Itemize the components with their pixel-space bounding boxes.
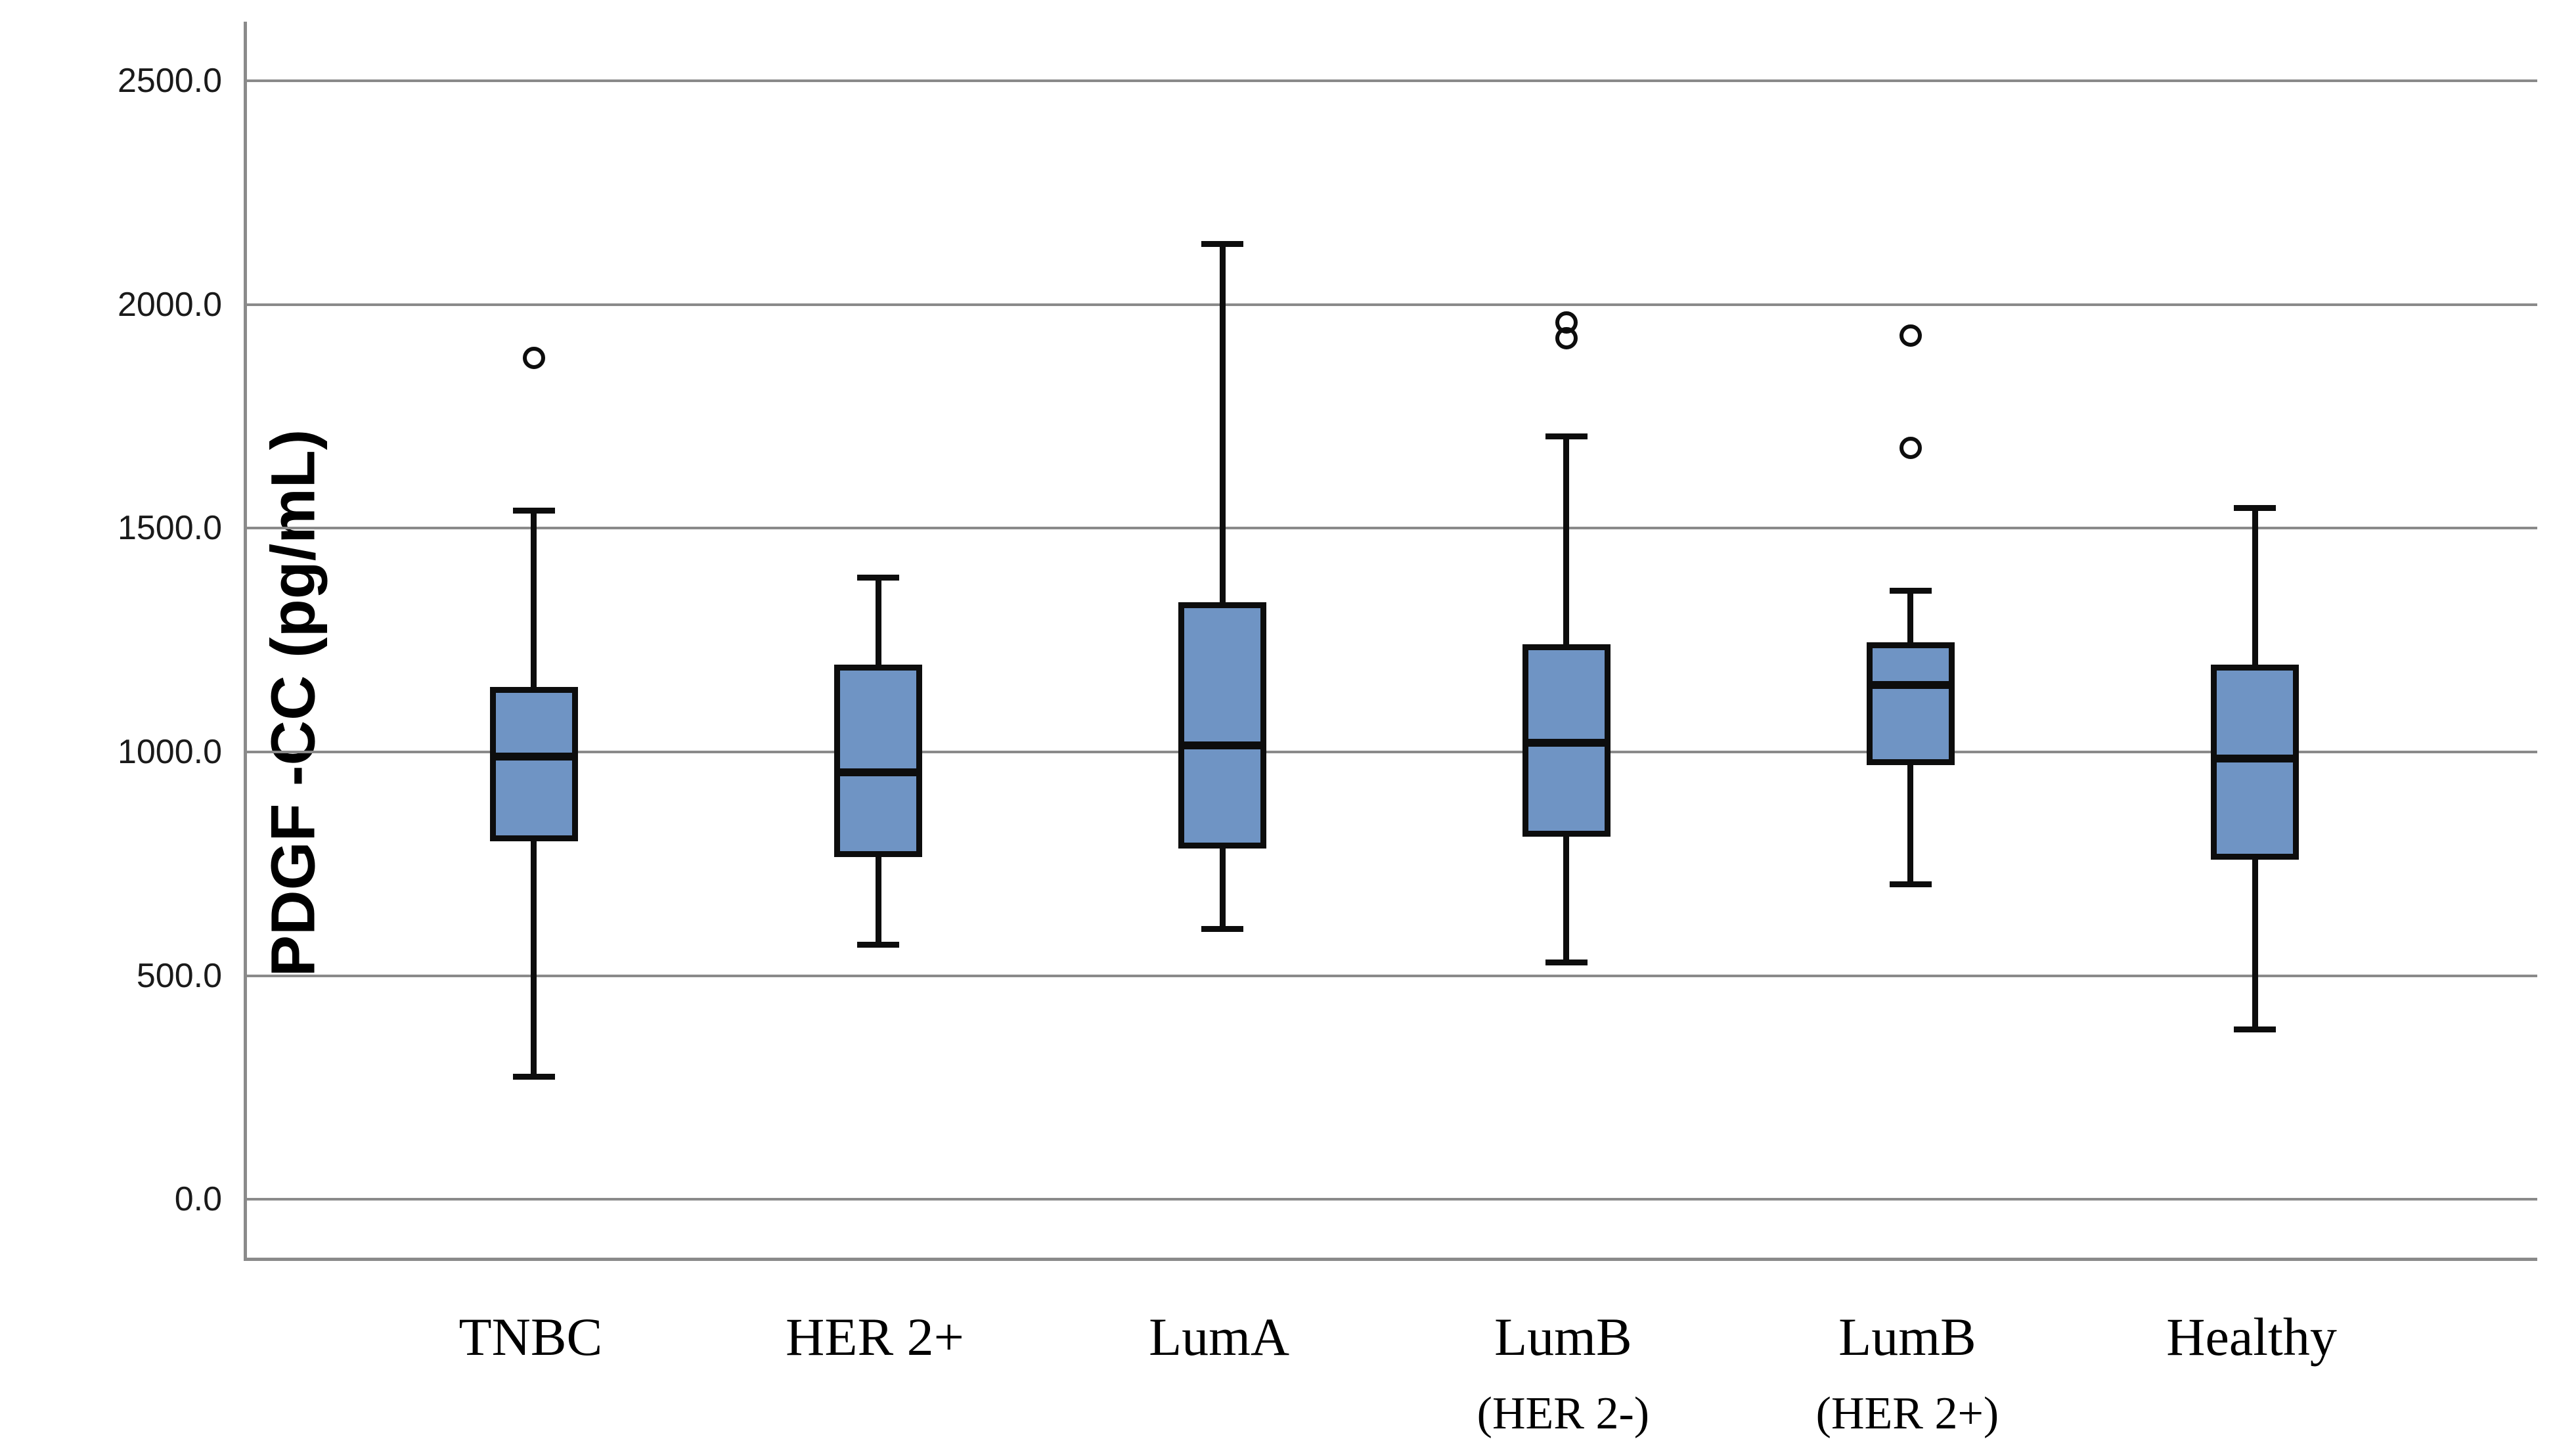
- upper-whisker: [1907, 590, 1914, 643]
- iqr-box: [834, 665, 923, 858]
- upper-whisker-cap: [857, 574, 900, 581]
- category-label-6: Healthy: [2166, 1307, 2337, 1367]
- y-tick-label: 500.0: [136, 956, 222, 995]
- category-label-5: LumB: [1838, 1307, 1976, 1367]
- gridline-1500: [247, 527, 2537, 530]
- median-line: [489, 752, 578, 761]
- lower-whisker-cap: [1201, 925, 1244, 932]
- lower-whisker: [2252, 859, 2258, 1030]
- iqr-box: [489, 687, 578, 842]
- outlier-point: [1899, 436, 1922, 459]
- median-line: [834, 768, 923, 776]
- lower-whisker: [1219, 848, 1226, 929]
- lower-whisker-cap: [1545, 959, 1588, 965]
- lower-whisker: [875, 857, 881, 944]
- median-line: [1866, 680, 1955, 689]
- y-tick-label: 2500.0: [117, 61, 222, 100]
- iqr-box: [1866, 642, 1955, 766]
- upper-whisker-cap: [1889, 588, 1932, 594]
- lower-whisker: [1907, 765, 1914, 885]
- category-label-2: HER 2+: [786, 1307, 964, 1367]
- lower-whisker: [531, 841, 537, 1077]
- upper-whisker: [875, 577, 881, 665]
- lower-whisker-cap: [1889, 881, 1932, 887]
- upper-whisker: [1563, 436, 1570, 645]
- gridline-0: [247, 1198, 2537, 1201]
- gridline-1000: [247, 751, 2537, 754]
- lower-whisker-cap: [2234, 1026, 2277, 1032]
- upper-whisker-cap: [1201, 241, 1244, 248]
- category-label-4: LumB: [1494, 1307, 1632, 1367]
- gridline-500: [247, 974, 2537, 977]
- upper-whisker-cap: [2234, 505, 2277, 512]
- category-label-3: LumA: [1149, 1307, 1290, 1367]
- category-sublabel-5: (HER 2+): [1815, 1388, 1999, 1439]
- upper-whisker-cap: [1545, 433, 1588, 440]
- lower-whisker-cap: [512, 1073, 555, 1080]
- upper-whisker: [2252, 508, 2258, 665]
- y-tick-label: 1500.0: [117, 509, 222, 548]
- outlier-point: [522, 347, 545, 370]
- category-sublabel-4: (HER 2-): [1477, 1388, 1650, 1439]
- outlier-point: [1899, 324, 1922, 347]
- y-tick-label: 2000.0: [117, 285, 222, 324]
- median-line: [1522, 739, 1611, 747]
- upper-whisker: [531, 510, 537, 688]
- lower-whisker-cap: [857, 941, 900, 948]
- upper-whisker: [1219, 244, 1226, 602]
- upper-whisker-cap: [512, 507, 555, 514]
- lower-whisker: [1563, 837, 1570, 963]
- y-tick-label: 1000.0: [117, 733, 222, 772]
- gridline-2500: [247, 79, 2537, 82]
- outlier-point: [1555, 311, 1578, 334]
- median-line: [2211, 755, 2300, 763]
- gridline-2000: [247, 303, 2537, 306]
- plot-area: [244, 22, 2537, 1261]
- iqr-box: [1178, 602, 1267, 849]
- category-label-1: TNBC: [458, 1307, 603, 1367]
- y-tick-label: 0.0: [174, 1180, 222, 1219]
- median-line: [1178, 741, 1267, 749]
